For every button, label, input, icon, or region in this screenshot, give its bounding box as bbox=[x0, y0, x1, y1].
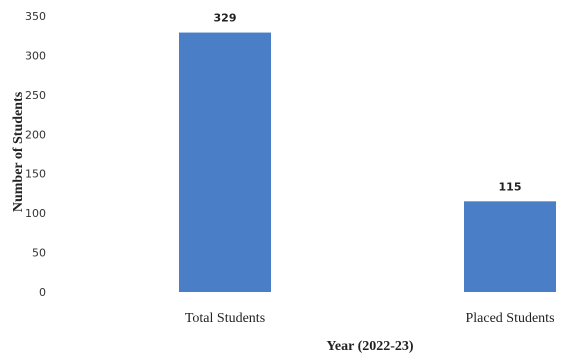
y-axis-label: Number of Students bbox=[11, 91, 26, 212]
bar bbox=[179, 32, 271, 293]
y-tick-label: 200 bbox=[25, 128, 46, 141]
y-tick-label: 50 bbox=[32, 247, 46, 260]
y-axis-ticks: 0 50 100 150 200 250 300 350 bbox=[25, 10, 46, 299]
x-category-label: Placed Students bbox=[465, 311, 554, 326]
bar bbox=[464, 201, 556, 292]
data-labels: 329 115 bbox=[214, 12, 522, 194]
x-axis-categories: Total Students Placed Students bbox=[185, 311, 555, 326]
y-tick-label: 0 bbox=[39, 286, 46, 299]
x-axis-label: Year (2022-23) bbox=[326, 339, 414, 354]
y-tick-label: 150 bbox=[25, 168, 46, 181]
y-tick-label: 350 bbox=[25, 10, 46, 23]
x-category-label: Total Students bbox=[185, 311, 265, 326]
data-label: 115 bbox=[499, 180, 522, 193]
data-label: 329 bbox=[214, 12, 237, 25]
y-tick-label: 100 bbox=[25, 207, 46, 220]
y-tick-label: 250 bbox=[25, 89, 46, 102]
bars bbox=[179, 32, 556, 293]
y-tick-label: 300 bbox=[25, 49, 46, 62]
